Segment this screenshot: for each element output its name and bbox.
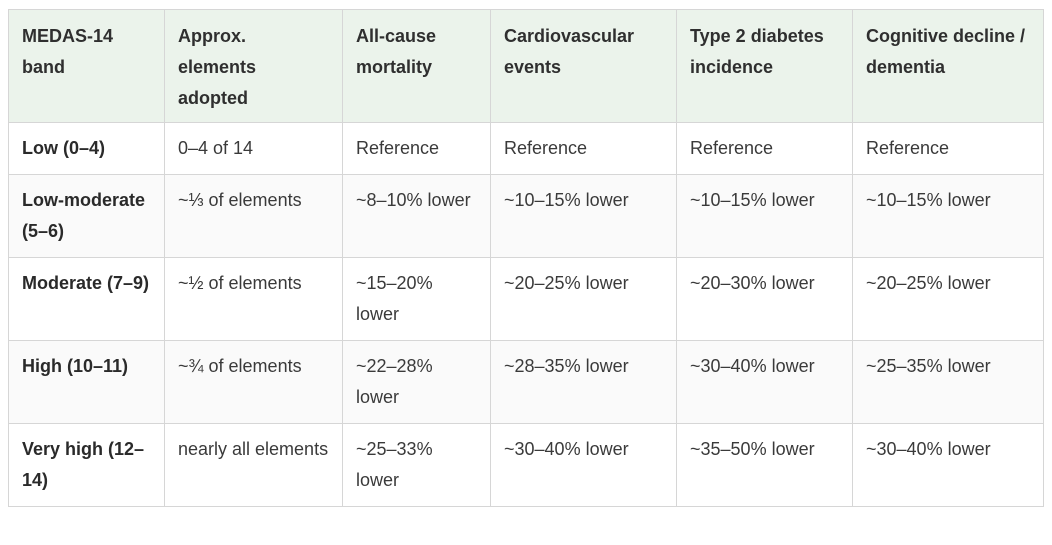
header-medas-band: MEDAS-14 band [8, 9, 165, 123]
cognitive-cell: ~20–25% lower [852, 257, 1044, 341]
cardiovascular-cell: ~10–15% lower [490, 174, 677, 258]
table-row: Low-moderate (5–6) ~⅓ of elements ~8–10%… [8, 174, 1044, 258]
medas-outcomes-table: MEDAS-14 band Approx. elements adopted A… [8, 9, 1044, 507]
header-cardiovascular-events: Cardiovascular events [490, 9, 677, 123]
cognitive-cell: Reference [852, 122, 1044, 175]
table-row: Low (0–4) 0–4 of 14 Reference Reference … [8, 122, 1044, 175]
row-band-cell: Low-moderate (5–6) [8, 174, 165, 258]
diabetes-cell: ~20–30% lower [676, 257, 853, 341]
elements-cell: 0–4 of 14 [164, 122, 343, 175]
cardiovascular-cell: Reference [490, 122, 677, 175]
row-band-cell: Very high (12–14) [8, 423, 165, 507]
elements-cell: ~½ of elements [164, 257, 343, 341]
cognitive-cell: ~30–40% lower [852, 423, 1044, 507]
header-cognitive-decline: Cognitive decline / dementia [852, 9, 1044, 123]
table-body: Low (0–4) 0–4 of 14 Reference Reference … [8, 122, 1044, 507]
diabetes-cell: ~10–15% lower [676, 174, 853, 258]
table-row: Moderate (7–9) ~½ of elements ~15–20% lo… [8, 257, 1044, 341]
elements-cell: ~¾ of elements [164, 340, 343, 424]
diabetes-cell: ~30–40% lower [676, 340, 853, 424]
cardiovascular-cell: ~20–25% lower [490, 257, 677, 341]
mortality-cell: Reference [342, 122, 491, 175]
cardiovascular-cell: ~28–35% lower [490, 340, 677, 424]
header-diabetes-incidence: Type 2 diabetes incidence [676, 9, 853, 123]
cardiovascular-cell: ~30–40% lower [490, 423, 677, 507]
table-row: High (10–11) ~¾ of elements ~22–28% lowe… [8, 340, 1044, 424]
diabetes-cell: ~35–50% lower [676, 423, 853, 507]
mortality-cell: ~15–20% lower [342, 257, 491, 341]
row-band-cell: High (10–11) [8, 340, 165, 424]
header-all-cause-mortality: All-cause mortality [342, 9, 491, 123]
row-band-cell: Low (0–4) [8, 122, 165, 175]
mortality-cell: ~22–28% lower [342, 340, 491, 424]
table-container: MEDAS-14 band Approx. elements adopted A… [8, 9, 1044, 507]
mortality-cell: ~8–10% lower [342, 174, 491, 258]
elements-cell: nearly all elements [164, 423, 343, 507]
cognitive-cell: ~25–35% lower [852, 340, 1044, 424]
mortality-cell: ~25–33% lower [342, 423, 491, 507]
elements-cell: ~⅓ of elements [164, 174, 343, 258]
table-row: Very high (12–14) nearly all elements ~2… [8, 423, 1044, 507]
header-row: MEDAS-14 band Approx. elements adopted A… [8, 9, 1044, 123]
row-band-cell: Moderate (7–9) [8, 257, 165, 341]
diabetes-cell: Reference [676, 122, 853, 175]
table-header: MEDAS-14 band Approx. elements adopted A… [8, 9, 1044, 123]
header-elements-adopted: Approx. elements adopted [164, 9, 343, 123]
cognitive-cell: ~10–15% lower [852, 174, 1044, 258]
